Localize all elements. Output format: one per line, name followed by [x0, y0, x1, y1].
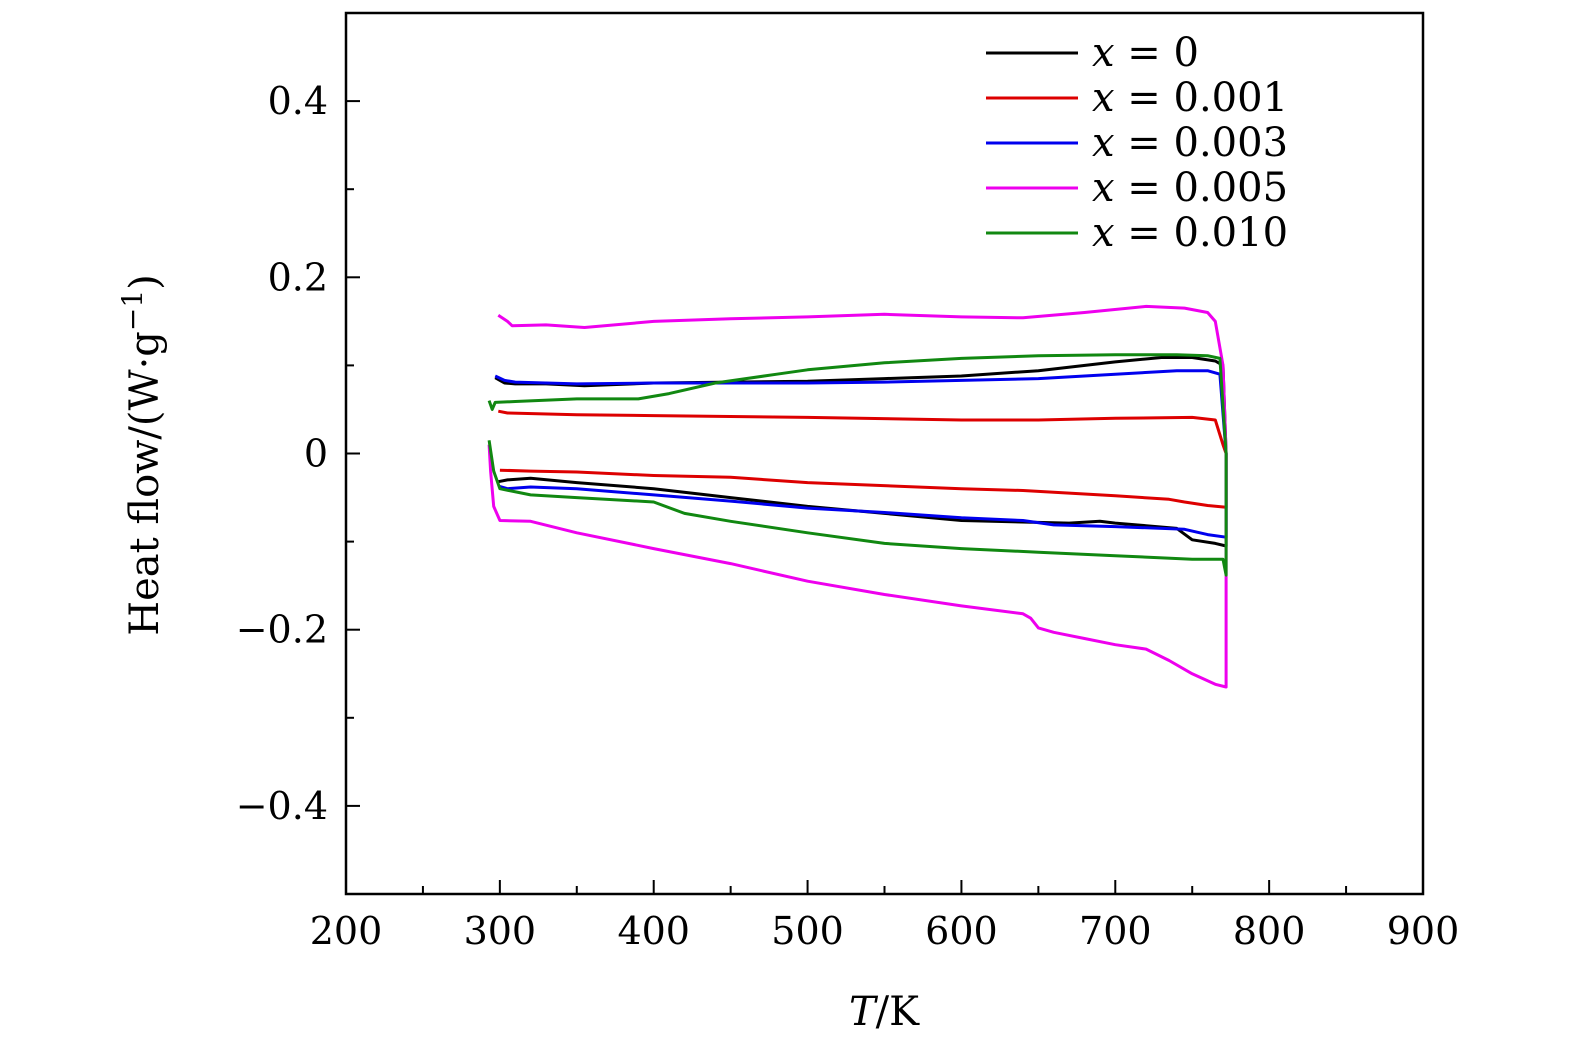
legend-label: x = 0 [1092, 30, 1199, 76]
x-tick-label: 900 [1387, 909, 1460, 953]
x-tick-label: 200 [310, 909, 383, 953]
legend-label: x = 0.001 [1092, 75, 1288, 121]
x-tick-label: 700 [1079, 909, 1152, 953]
x-tick-label: 600 [925, 909, 998, 953]
y-tick-label: 0 [304, 432, 328, 476]
legend-entry-0: x = 0 [986, 30, 1199, 76]
series-line-3 [487, 304, 1228, 689]
y-tick-label: −0.2 [236, 608, 328, 652]
series-line-0 [494, 356, 1228, 548]
axis-ticks [345, 12, 1424, 895]
y-axis-title: Heat flow/(W·g−1) [116, 274, 168, 636]
x-axis-title: T/K [849, 989, 920, 1035]
legend-label: x = 0.003 [1092, 120, 1288, 166]
series-layer [487, 304, 1228, 689]
legend-label: x = 0.005 [1092, 165, 1288, 211]
x-tick-label: 800 [1233, 909, 1306, 953]
series-line-1 [498, 409, 1228, 509]
tick-labels: 200 300 400 500 600 700 800 900 0.4 0.2 0 −0.2 −0.4 [236, 79, 1460, 953]
y-tick-label: 0.2 [268, 255, 328, 299]
y-tick-label: −0.4 [236, 784, 328, 828]
x-tick-label: 400 [617, 909, 690, 953]
legend-entry-1: x = 0.001 [986, 75, 1288, 121]
legend-entry-4: x = 0.010 [986, 210, 1288, 256]
series-line-2 [494, 369, 1228, 539]
x-tick-label: 500 [771, 909, 844, 953]
y-tick-label: 0.4 [268, 79, 328, 123]
series-line-4 [487, 353, 1228, 577]
x-tick-label: 300 [464, 909, 537, 953]
legend-label: x = 0.010 [1092, 210, 1288, 256]
legend-entry-3: x = 0.005 [986, 165, 1288, 211]
legend-entry-2: x = 0.003 [986, 120, 1288, 166]
